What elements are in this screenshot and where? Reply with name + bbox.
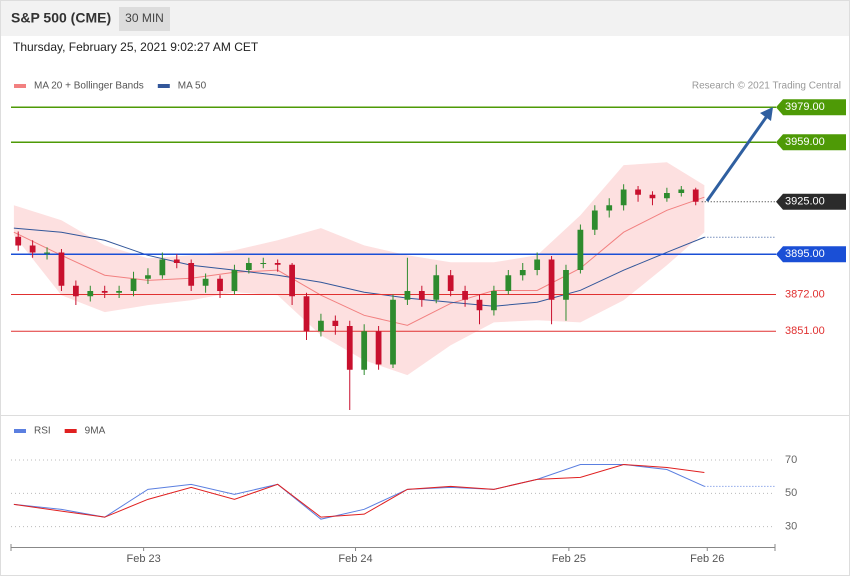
candle-body <box>404 291 411 300</box>
candle-body <box>664 193 670 199</box>
bollinger-band <box>13 162 705 376</box>
candle-body <box>447 275 454 291</box>
candle-body <box>462 291 468 300</box>
legend-label: RSI <box>34 426 51 437</box>
level-label: 3959.00 <box>785 136 825 148</box>
level-label: 3925.00 <box>785 196 825 208</box>
x-tick-label: Feb 25 <box>552 553 586 565</box>
candle-body <box>591 210 598 230</box>
candle-body <box>563 270 569 300</box>
legend-label: MA 50 <box>178 81 207 92</box>
candle-body <box>231 270 238 291</box>
candle-body <box>72 285 79 297</box>
candle-body <box>418 291 425 300</box>
candle-body <box>606 205 613 211</box>
arrow-head <box>760 107 773 121</box>
candle-body <box>58 252 65 286</box>
interval-box <box>119 7 170 31</box>
candle-body <box>577 229 584 270</box>
price-panel: MA 20 + Bollinger Bands MA 50 Research © 2… <box>11 81 846 410</box>
y-tick-label: 50 <box>785 487 797 499</box>
candle-body <box>346 326 353 370</box>
candle-body <box>202 278 209 286</box>
candle-body <box>519 270 526 276</box>
level-tag <box>776 193 846 210</box>
candle-body <box>145 275 151 279</box>
candle-body <box>433 275 440 300</box>
candle-body <box>476 299 483 311</box>
legend-swatch <box>157 84 170 88</box>
level-label: 3851.00 <box>785 325 825 337</box>
candle-body <box>692 189 699 202</box>
candle-body <box>116 291 122 293</box>
x-tick-label: Feb 26 <box>690 553 724 565</box>
series-line <box>13 464 705 520</box>
candle-body <box>159 259 166 276</box>
level-tag <box>776 99 846 116</box>
interval: 30 MIN <box>125 11 164 25</box>
candle-body <box>245 263 252 270</box>
candle-body <box>534 259 541 270</box>
candle-body <box>29 245 36 253</box>
timestamp: Thursday, February 25, 2021 9:02:27 AM C… <box>13 40 259 54</box>
candle-body <box>87 291 94 297</box>
x-tick-label: Feb 24 <box>338 553 372 565</box>
candle-body <box>188 263 195 286</box>
candle-body <box>101 291 108 293</box>
legend-label: 9MA <box>85 426 106 437</box>
candle-body <box>361 331 368 370</box>
candle-body <box>548 259 555 300</box>
candle-body <box>44 252 50 254</box>
legend-swatch <box>14 84 26 88</box>
candle-body <box>274 263 281 265</box>
legend-swatch <box>64 429 77 433</box>
forecast-arrow <box>705 115 769 202</box>
legend-swatch <box>14 429 26 433</box>
candle-body <box>217 278 223 291</box>
level-label: 3872.00 <box>785 288 825 300</box>
level-label: 3979.00 <box>785 101 825 113</box>
level-tag <box>776 246 846 263</box>
y-tick-label: 30 <box>785 521 797 533</box>
candle-body <box>649 194 656 199</box>
candle-body <box>260 263 267 264</box>
instrument-title: S&P 500 (CME) <box>11 10 111 26</box>
x-tick-label: Feb 23 <box>126 553 160 565</box>
candle-body <box>289 264 295 297</box>
series-line <box>13 227 705 307</box>
level-tag <box>776 134 846 151</box>
y-tick-label: 70 <box>785 454 797 466</box>
candle-body <box>130 278 137 291</box>
candle-body <box>678 189 685 193</box>
candle-body <box>620 189 627 206</box>
candle-body <box>505 275 512 291</box>
candle-body <box>390 299 396 365</box>
candle-body <box>635 189 641 195</box>
legend-label: MA 20 + Bollinger Bands <box>34 81 144 92</box>
series-line <box>13 463 705 518</box>
candle-body <box>491 291 497 311</box>
candle-body <box>332 320 339 326</box>
candle-body <box>173 259 180 263</box>
level-label: 3895.00 <box>785 248 825 260</box>
candle-body <box>375 331 382 365</box>
rsi-panel: RSI 9MA 30 50 70 Feb 23 Feb 24 Feb 25 Feb 26 <box>10 426 797 565</box>
candle-body <box>303 296 310 332</box>
candle-body <box>15 236 22 246</box>
credit: Research © 2021 Trading Central <box>692 81 841 92</box>
candle-body <box>318 320 324 332</box>
